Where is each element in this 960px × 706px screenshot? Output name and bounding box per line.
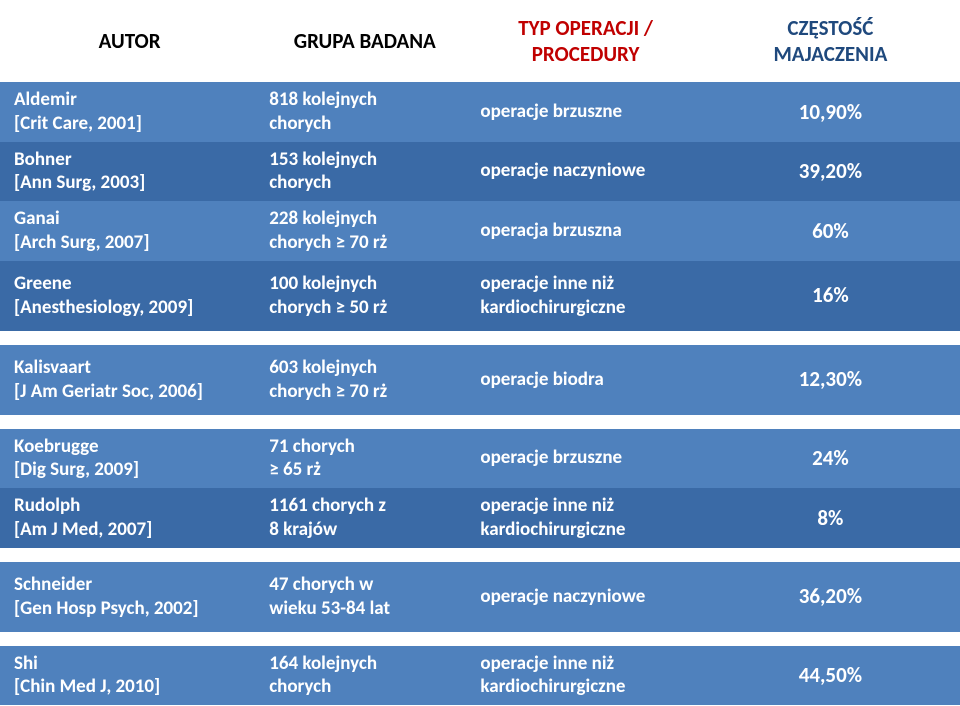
table-row: Greene[Anesthesiology, 2009]100 kolejnyc… — [0, 261, 960, 331]
header-frequency: CZĘSTOŚĆ MAJACZENIA — [701, 0, 960, 82]
cell-group: 603 kolejnychchorych ≥ 70 rż — [259, 345, 470, 415]
table-header-row: AUTOR GRUPA BADANA TYP OPERACJI / PROCED… — [0, 0, 960, 82]
cell-group: 164 kolejnychchorych — [259, 646, 470, 706]
delirium-table: AUTOR GRUPA BADANA TYP OPERACJI / PROCED… — [0, 0, 960, 705]
cell-frequency: 60% — [701, 201, 960, 261]
header-procedure: TYP OPERACJI / PROCEDURY — [470, 0, 700, 82]
cell-author: Kalisvaart[J Am Geriatr Soc, 2006] — [0, 345, 259, 415]
cell-author: Schneider[Gen Hosp Psych, 2002] — [0, 562, 259, 632]
table-row: Shi[Chin Med J, 2010]164 kolejnychchoryc… — [0, 646, 960, 706]
cell-procedure: operacje brzuszne — [470, 82, 700, 142]
group-separator — [0, 632, 960, 646]
cell-procedure: operacje inne niżkardiochirurgiczne — [470, 646, 700, 706]
table-row: Ganai[Arch Surg, 2007]228 kolejnychchory… — [0, 201, 960, 261]
header-procedure-l2: PROCEDURY — [532, 41, 640, 67]
cell-group: 100 kolejnychchorych ≥ 50 rż — [259, 261, 470, 331]
cell-author: Rudolph[Am J Med, 2007] — [0, 488, 259, 548]
cell-author: Greene[Anesthesiology, 2009] — [0, 261, 259, 331]
cell-frequency: 44,50% — [701, 646, 960, 706]
header-frequency-l2: MAJACZENIA — [773, 41, 887, 67]
header-author: AUTOR — [0, 0, 259, 82]
table-row: Schneider[Gen Hosp Psych, 2002]47 choryc… — [0, 562, 960, 632]
cell-procedure: operacje naczyniowe — [470, 562, 700, 632]
cell-group: 1161 chorych z8 krajów — [259, 488, 470, 548]
cell-group: 818 kolejnychchorych — [259, 82, 470, 142]
cell-frequency: 39,20% — [701, 142, 960, 202]
header-group: GRUPA BADANA — [259, 0, 470, 82]
cell-group: 153 kolejnychchorych — [259, 142, 470, 202]
cell-frequency: 8% — [701, 488, 960, 548]
table-row: Aldemir[Crit Care, 2001]818 kolejnychcho… — [0, 82, 960, 142]
cell-author: Bohner[Ann Surg, 2003] — [0, 142, 259, 202]
cell-author: Ganai[Arch Surg, 2007] — [0, 201, 259, 261]
cell-frequency: 10,90% — [701, 82, 960, 142]
cell-procedure: operacje naczyniowe — [470, 142, 700, 202]
cell-frequency: 24% — [701, 429, 960, 489]
header-procedure-l1: TYP OPERACJI / — [518, 15, 653, 41]
cell-procedure: operacje inne niżkardiochirurgiczne — [470, 488, 700, 548]
cell-frequency: 16% — [701, 261, 960, 331]
cell-group: 47 chorych wwieku 53-84 lat — [259, 562, 470, 632]
group-separator — [0, 548, 960, 562]
cell-group: 228 kolejnychchorych ≥ 70 rż — [259, 201, 470, 261]
header-frequency-l1: CZĘSTOŚĆ — [787, 15, 873, 41]
cell-procedure: operacje brzuszne — [470, 429, 700, 489]
table-row: Koebrugge[Dig Surg, 2009]71 chorych≥ 65 … — [0, 429, 960, 489]
cell-procedure: operacje inne niżkardiochirurgiczne — [470, 261, 700, 331]
cell-procedure: operacja brzuszna — [470, 201, 700, 261]
table-row: Rudolph[Am J Med, 2007]1161 chorych z8 k… — [0, 488, 960, 548]
table-body: Aldemir[Crit Care, 2001]818 kolejnychcho… — [0, 82, 960, 705]
group-separator — [0, 415, 960, 429]
cell-frequency: 12,30% — [701, 345, 960, 415]
cell-author: Aldemir[Crit Care, 2001] — [0, 82, 259, 142]
cell-frequency: 36,20% — [701, 562, 960, 632]
table-row: Kalisvaart[J Am Geriatr Soc, 2006]603 ko… — [0, 345, 960, 415]
cell-group: 71 chorych≥ 65 rż — [259, 429, 470, 489]
cell-procedure: operacje biodra — [470, 345, 700, 415]
group-separator — [0, 331, 960, 345]
cell-author: Shi[Chin Med J, 2010] — [0, 646, 259, 706]
cell-author: Koebrugge[Dig Surg, 2009] — [0, 429, 259, 489]
table-row: Bohner[Ann Surg, 2003]153 kolejnychchory… — [0, 142, 960, 202]
